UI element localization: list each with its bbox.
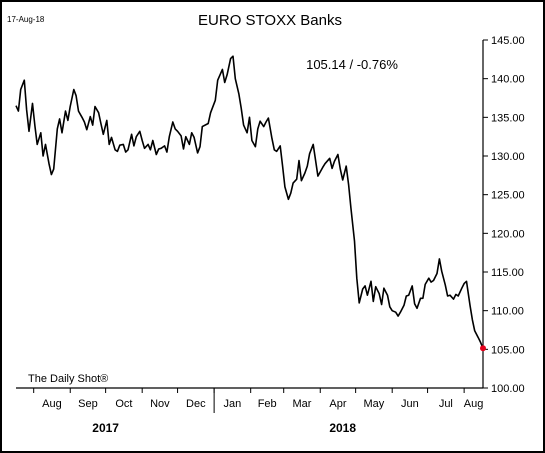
x-tick-label: Apr bbox=[329, 398, 346, 410]
series-layer bbox=[15, 55, 486, 352]
chart-title: EURO STOXX Banks bbox=[198, 12, 342, 29]
x-tick-label: Sep bbox=[78, 398, 98, 410]
date-label: 17-Aug-18 bbox=[7, 15, 45, 24]
y-tick-label: 130.00 bbox=[491, 151, 525, 163]
x-tick-label: Aug bbox=[464, 398, 484, 410]
x-tick-label: Jul bbox=[439, 398, 453, 410]
x-tick-label: Oct bbox=[115, 398, 132, 410]
last-value-marker bbox=[480, 345, 486, 352]
series-line bbox=[15, 55, 484, 349]
year-label: 2017 bbox=[92, 421, 119, 435]
x-tick-label: Jan bbox=[224, 398, 242, 410]
x-tick-label: Feb bbox=[258, 398, 277, 410]
y-axis-ticks: 145.00 140.00 135.00 130.00 125.00 120.00 115.… bbox=[483, 35, 525, 395]
x-axis-ticks: Aug Sep Oct Nov Dec Jan Feb Mar Apr May Jun Jul Aug 2… bbox=[33, 388, 484, 435]
x-tick-label: Mar bbox=[293, 398, 312, 410]
y-tick-label: 125.00 bbox=[491, 190, 525, 202]
x-tick-label: Nov bbox=[150, 398, 170, 410]
y-tick-label: 105.00 bbox=[491, 344, 525, 356]
y-tick-label: 115.00 bbox=[491, 267, 524, 279]
y-tick-label: 100.00 bbox=[491, 383, 525, 395]
value-annotation: 105.14 / -0.76% bbox=[306, 57, 398, 72]
x-tick-label: Dec bbox=[186, 398, 206, 410]
y-tick-label: 135.00 bbox=[491, 112, 525, 124]
y-tick-label: 120.00 bbox=[491, 228, 525, 240]
x-tick-label: Jun bbox=[401, 398, 419, 410]
y-tick-label: 110.00 bbox=[491, 306, 524, 318]
x-tick-label: Aug bbox=[42, 398, 62, 410]
y-tick-label: 140.00 bbox=[491, 74, 525, 86]
x-tick-label: May bbox=[364, 398, 385, 410]
year-label: 2018 bbox=[329, 421, 356, 435]
y-tick-label: 145.00 bbox=[491, 35, 525, 47]
source-label: The Daily Shot® bbox=[28, 373, 108, 385]
